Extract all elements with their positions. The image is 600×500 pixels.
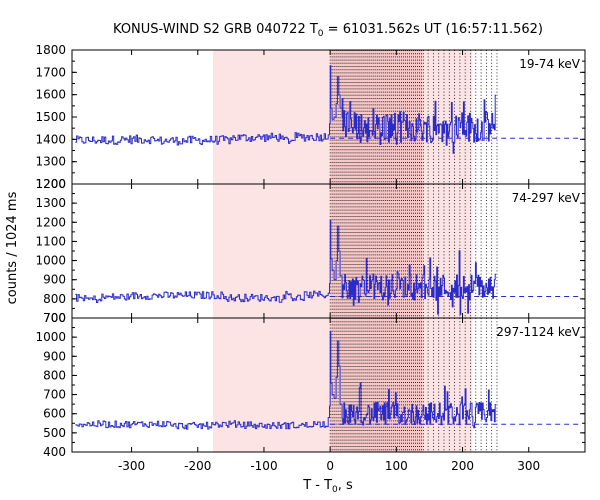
chart-title-subscript: 0 [318,29,324,39]
pre-burst-shaded-interval [212,318,331,452]
y-tick-label: 1100 [35,234,66,248]
y-tick-label: 1200 [35,177,66,191]
burst-dense-shaded-interval [330,318,423,452]
x-tick-label: -300 [118,459,145,473]
x-axis-label-subscript: 0 [332,485,338,495]
y-tick-label: 700 [43,388,66,402]
panel-2: 700 800 900 1000 1100 1200 1300 1200 74-297 keV [35,177,586,325]
light-curve-series [75,65,497,154]
y-tick-label: 1700 [35,65,66,79]
energy-band-label: 74-297 keV [512,191,581,205]
y-tick-label: 1000 [35,330,66,344]
y-tick-label: 1400 [35,132,66,146]
pre-burst-shaded-interval [212,50,331,184]
plot-area: 1200 1300 1400 1500 1600 1700 1800 19-74 keV 700… [35,43,586,473]
x-tick-label: -200 [184,459,211,473]
x-axis-label-suffix: , s [338,478,353,493]
light-curve-series [75,219,497,315]
y-tick-label: 1300 [35,196,66,210]
y-tick-label: 1800 [35,43,66,57]
x-tick-label: 100 [385,459,408,473]
y-tick-label: 1300 [35,155,66,169]
y-tick-label: 1200 [35,215,66,229]
panel-1: 1200 1300 1400 1500 1600 1700 1800 19-74 keV [35,43,586,191]
y-tick-label: 700 [43,311,66,325]
x-tick-label: 200 [451,459,474,473]
energy-band-label: 19-74 keV [519,57,581,71]
x-axis-label: T - T0, s [302,478,353,495]
x-tick-label: 0 [326,459,334,473]
y-tick-label: 800 [43,292,66,306]
y-tick-label: 900 [43,349,66,363]
y-tick-label: 400 [43,445,66,459]
light-curve-series [75,330,497,430]
x-tick-label: 300 [517,459,540,473]
chart-title-suffix: = 61031.562s UT (16:57:11.562) [324,22,543,37]
x-axis-label-prefix: T - T [302,478,332,493]
y-tick-label: 600 [43,407,66,421]
energy-band-label: 297-1124 keV [496,325,580,339]
chart-title-prefix: KONUS-WIND S2 GRB 040722 T [113,22,318,37]
chart-title: KONUS-WIND S2 GRB 040722 T0 = 61031.562s… [113,22,543,39]
y-tick-label: 700 [43,311,66,325]
x-tick-label: -100 [250,459,277,473]
y-tick-label: 1600 [35,88,66,102]
burst-dense-shaded-interval [330,184,423,318]
y-axis-label: counts / 1024 ms [5,191,20,304]
y-tick-label: 900 [43,273,66,287]
y-tick-label: 500 [43,426,66,440]
y-tick-label: 800 [43,368,66,382]
y-tick-label: 1000 [35,254,66,268]
y-tick-label: 1200 [35,177,66,191]
y-tick-label: 1500 [35,110,66,124]
panel-3: 400 500 600 700 800 900 1000 700 297-1124 keV [35,311,586,459]
